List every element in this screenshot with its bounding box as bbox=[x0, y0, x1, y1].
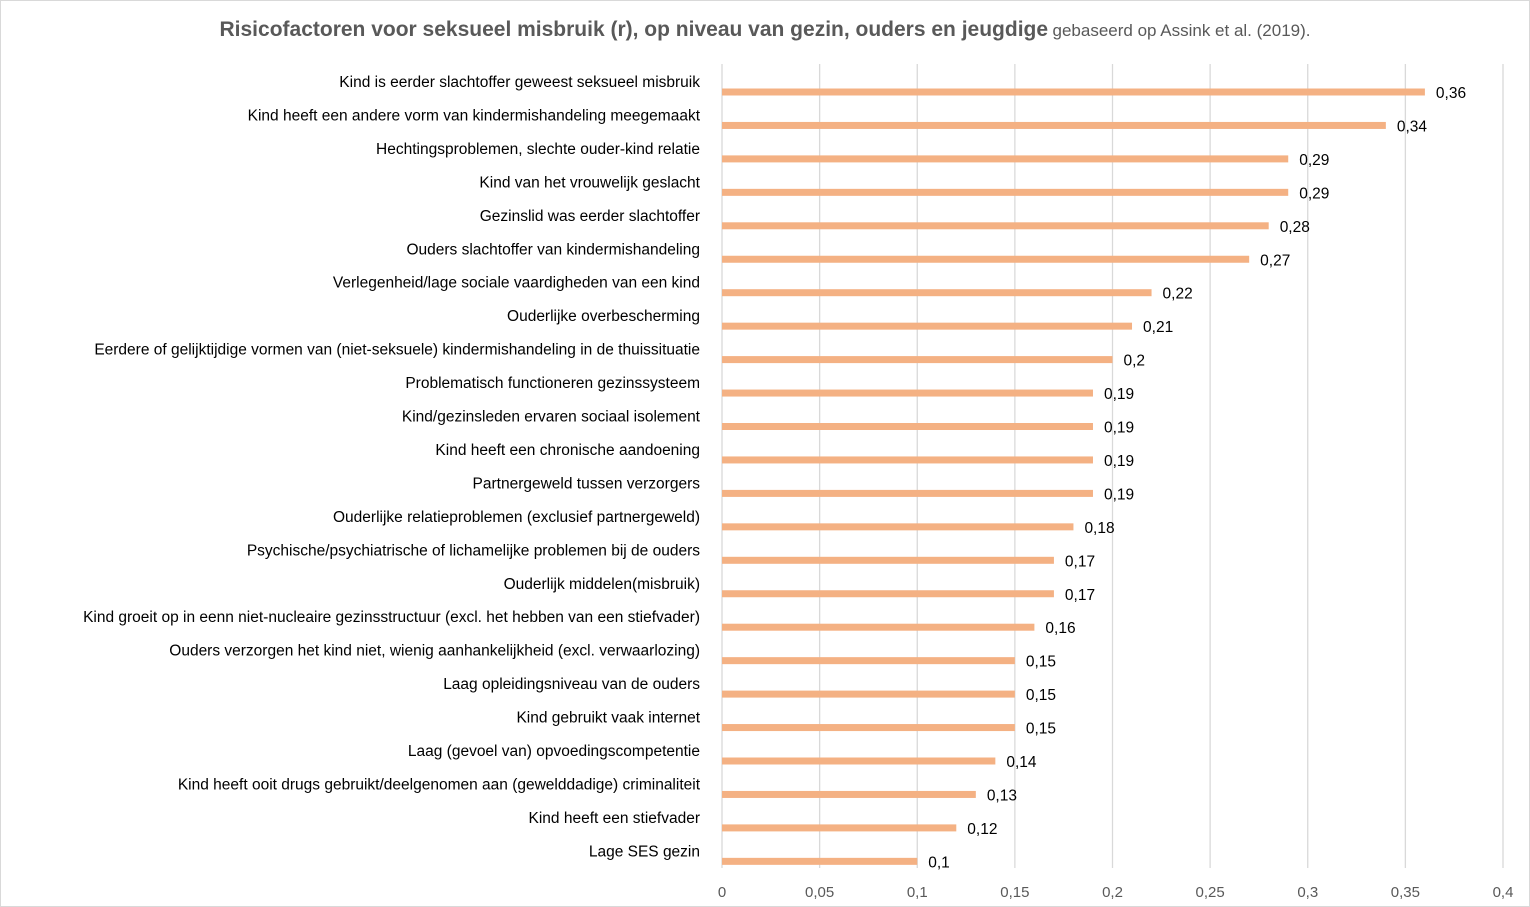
data-label: 0,28 bbox=[1280, 219, 1310, 236]
data-label: 0,18 bbox=[1084, 520, 1114, 537]
category-label: Kind heeft een chronische aandoening bbox=[435, 442, 700, 459]
data-label: 0,16 bbox=[1045, 620, 1075, 637]
x-tick-label: 0 bbox=[718, 884, 726, 901]
bar bbox=[722, 389, 1093, 397]
category-label: Eerdere of gelijktijdige vormen van (nie… bbox=[94, 342, 700, 359]
bar bbox=[722, 556, 1054, 564]
x-tick-label: 0,1 bbox=[907, 884, 928, 901]
category-label: Ouders verzorgen het kind niet, wienig a… bbox=[169, 643, 700, 660]
category-label: Verlegenheid/lage sociale vaardigheden v… bbox=[333, 275, 700, 292]
x-tick-label: 0,05 bbox=[805, 884, 834, 901]
category-label: Kind is eerder slachtoffer geweest seksu… bbox=[339, 74, 700, 91]
x-tick-label: 0,4 bbox=[1493, 884, 1514, 901]
category-label: Kind van het vrouwelijk geslacht bbox=[479, 174, 700, 191]
bar bbox=[722, 88, 1425, 96]
bar bbox=[722, 790, 976, 798]
data-label: 0,12 bbox=[967, 821, 997, 838]
bar bbox=[722, 757, 996, 765]
category-label: Laag opleidingsniveau van de ouders bbox=[443, 676, 700, 693]
data-label: 0,27 bbox=[1260, 252, 1290, 269]
data-label: 0,19 bbox=[1104, 386, 1134, 403]
data-label: 0,15 bbox=[1026, 687, 1056, 704]
bar bbox=[722, 657, 1015, 665]
bar bbox=[722, 155, 1289, 163]
category-label: Ouderlijke overbescherming bbox=[507, 308, 700, 325]
data-label: 0,17 bbox=[1065, 587, 1095, 604]
category-label: Kind gebruikt vaak internet bbox=[516, 710, 700, 727]
data-label: 0,14 bbox=[1006, 754, 1037, 771]
data-label: 0,2 bbox=[1124, 353, 1146, 370]
data-label: 0,13 bbox=[987, 787, 1017, 804]
category-label: Ouders slachtoffer van kindermishandelin… bbox=[406, 241, 700, 258]
bar bbox=[722, 623, 1035, 631]
bar bbox=[722, 456, 1093, 464]
category-label: Laag (gevoel van) opvoedingscompetentie bbox=[408, 743, 700, 760]
category-label: Problematisch functioneren gezinssysteem bbox=[405, 375, 700, 392]
bar bbox=[722, 857, 918, 865]
data-label: 0,15 bbox=[1026, 721, 1056, 738]
category-label: Ouderlijke relatieproblemen (exclusief p… bbox=[333, 509, 700, 526]
bar bbox=[722, 523, 1074, 531]
data-label: 0,29 bbox=[1299, 152, 1329, 169]
bar bbox=[722, 188, 1289, 196]
category-label: Partnergeweld tussen verzorgers bbox=[473, 475, 701, 492]
data-label: 0,19 bbox=[1104, 453, 1134, 470]
bar bbox=[722, 289, 1152, 297]
chart-subtitle: gebaseerd op Assink et al. (2019). bbox=[1052, 21, 1311, 40]
category-label: Kind/gezinsleden ervaren sociaal isoleme… bbox=[402, 409, 701, 426]
chart-title-block: Risicofactoren voor seksueel misbruik (r… bbox=[0, 18, 1530, 42]
chart-title: Risicofactoren voor seksueel misbruik (r… bbox=[219, 18, 1049, 41]
bar bbox=[722, 590, 1054, 598]
category-label: Gezinslid was eerder slachtoffer bbox=[480, 208, 700, 225]
x-tick-label: 0,35 bbox=[1391, 884, 1420, 901]
bar bbox=[722, 690, 1015, 698]
data-label: 0,1 bbox=[928, 854, 950, 871]
data-label: 0,22 bbox=[1163, 286, 1193, 303]
category-label: Ouderlijk middelen(misbruik) bbox=[504, 576, 700, 593]
category-label: Kind heeft een andere vorm van kindermis… bbox=[248, 107, 701, 124]
data-label: 0,15 bbox=[1026, 654, 1056, 671]
bar bbox=[722, 322, 1133, 330]
x-tick-label: 0,3 bbox=[1297, 884, 1318, 901]
data-label: 0,19 bbox=[1104, 486, 1134, 503]
category-label: Hechtingsproblemen, slechte ouder-kind r… bbox=[376, 141, 700, 158]
x-tick-label: 0,25 bbox=[1196, 884, 1225, 901]
x-tick-label: 0,15 bbox=[1000, 884, 1029, 901]
data-label: 0,36 bbox=[1436, 85, 1466, 102]
category-label: Lage SES gezin bbox=[589, 843, 700, 860]
x-tick-label: 0,2 bbox=[1102, 884, 1123, 901]
bar bbox=[722, 255, 1250, 263]
category-label: Kind heeft ooit drugs gebruikt/deelgenom… bbox=[178, 776, 701, 793]
category-label: Kind groeit op in eenn niet-nucleaire ge… bbox=[83, 609, 700, 626]
bar bbox=[722, 423, 1093, 430]
bar bbox=[722, 222, 1269, 230]
data-label: 0,17 bbox=[1065, 553, 1095, 570]
data-label: 0,34 bbox=[1397, 118, 1428, 135]
bar bbox=[722, 489, 1093, 497]
data-label: 0,21 bbox=[1143, 319, 1173, 336]
category-label: Psychische/psychiatrische of lichamelijk… bbox=[247, 542, 700, 559]
bar bbox=[722, 356, 1113, 364]
data-label: 0,19 bbox=[1104, 420, 1134, 437]
data-label: 0,29 bbox=[1299, 185, 1329, 202]
category-label: Kind heeft een stiefvader bbox=[529, 810, 700, 827]
bar bbox=[722, 121, 1386, 129]
bar bbox=[722, 824, 957, 832]
bar bbox=[722, 724, 1015, 732]
